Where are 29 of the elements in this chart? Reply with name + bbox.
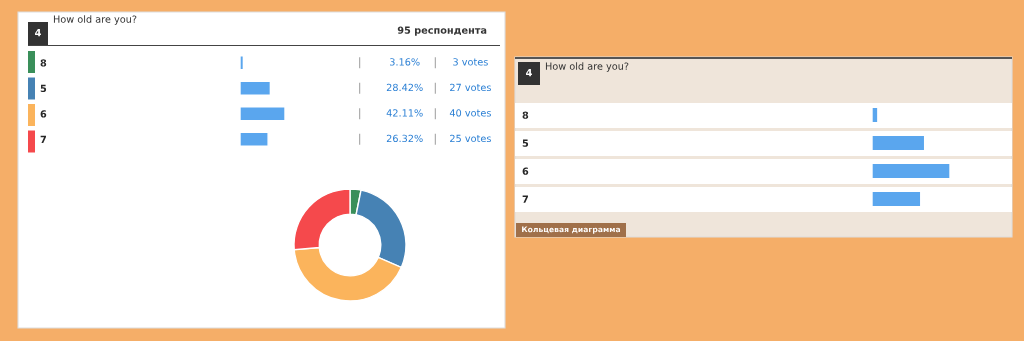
bar [872, 106, 879, 124]
bar [872, 162, 951, 180]
text: 4 [35, 29, 41, 37]
bar [240, 131, 269, 147]
text: 40 votes [449, 109, 491, 117]
text: 25 votes [450, 134, 491, 143]
y-tick-label: 7 [522, 195, 528, 203]
text: 3 votes [453, 58, 488, 66]
bar [240, 55, 245, 71]
data-label: 3.16% [390, 58, 420, 66]
text: How old are you? [545, 62, 629, 72]
y-tick-label: 6 [522, 167, 529, 175]
bar [240, 80, 272, 96]
y-tick-label: 7 [40, 135, 46, 143]
bar [872, 190, 922, 208]
data-label: 42.11% [386, 109, 423, 117]
y-tick-label: 5 [40, 84, 47, 93]
data-label: 28.42% [386, 83, 423, 92]
data-label: 26.32% [386, 134, 423, 143]
text: 95 респондента [397, 26, 487, 36]
bar [240, 106, 286, 122]
y-tick-label: 8 [40, 59, 47, 67]
text: How old are you? [53, 15, 137, 25]
y-tick-label: 5 [522, 139, 529, 147]
text: 4 [526, 69, 532, 77]
text: 27 votes [450, 83, 491, 92]
y-tick-label: 6 [40, 110, 47, 118]
bar [872, 134, 926, 152]
y-tick-label: 8 [522, 111, 529, 119]
